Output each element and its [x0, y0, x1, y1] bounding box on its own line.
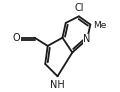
Text: N: N — [83, 34, 91, 44]
Text: NH: NH — [50, 80, 65, 90]
Text: O: O — [13, 33, 21, 43]
Text: Cl: Cl — [74, 3, 84, 13]
Text: Me: Me — [93, 21, 106, 30]
